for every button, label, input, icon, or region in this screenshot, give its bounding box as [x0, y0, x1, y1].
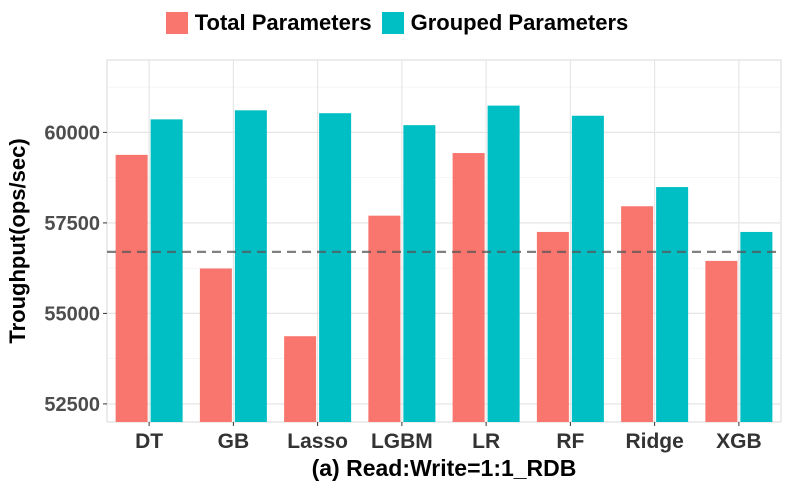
- bar-grouped-rf: [571, 115, 604, 423]
- bar-total-ridge: [621, 206, 654, 422]
- x-tick-label: GB: [218, 430, 250, 453]
- y-axis-ticks: 52500 55000 57500 60000: [44, 122, 107, 416]
- bar-grouped-lgbm: [403, 125, 436, 422]
- bar-total-lasso: [284, 336, 317, 422]
- x-tick-label: Lasso: [287, 430, 348, 453]
- bar-grouped-gb: [234, 110, 267, 423]
- y-tick-label: 52500: [44, 394, 100, 416]
- legend-swatch-grouped: [381, 12, 404, 34]
- x-tick-label: LGBM: [371, 430, 433, 453]
- legend-item-grouped: Grouped Parameters: [381, 10, 629, 36]
- bars: [115, 105, 773, 423]
- x-axis-ticks: DT GB Lasso LGBM LR RF Ridge XGB: [135, 422, 762, 453]
- y-tick-label: 55000: [44, 303, 100, 325]
- legend-item-total: Total Parameters: [165, 10, 372, 36]
- x-tick-label: XGB: [716, 430, 762, 453]
- bar-grouped-xgb: [740, 231, 773, 422]
- bar-total-lgbm: [368, 215, 401, 422]
- legend-label-total: Total Parameters: [194, 10, 372, 35]
- bar-grouped-lr: [487, 105, 520, 422]
- x-tick-label: LR: [472, 430, 500, 453]
- bar-total-rf: [536, 231, 569, 422]
- bar-total-lr: [452, 153, 485, 422]
- legend-swatch-total: [165, 12, 188, 34]
- x-tick-label: DT: [135, 430, 163, 453]
- y-tick-label: 57500: [44, 213, 100, 235]
- bar-total-dt: [115, 154, 148, 422]
- bar-grouped-lasso: [319, 113, 352, 423]
- x-tick-label: Ridge: [625, 430, 683, 453]
- y-tick-label: 60000: [44, 122, 100, 144]
- bar-grouped-dt: [150, 119, 183, 423]
- legend-label-grouped: Grouped Parameters: [410, 10, 629, 35]
- x-tick-label: RF: [556, 430, 584, 453]
- bar-total-xgb: [705, 260, 738, 422]
- y-axis-title: Troughput(ops/sec): [5, 138, 30, 343]
- bar-total-gb: [199, 268, 232, 422]
- bar-grouped-ridge: [656, 187, 689, 422]
- x-axis-title: (a) Read:Write=1:1_RDB: [312, 455, 577, 481]
- legend: Total Parameters Grouped Parameters: [0, 10, 794, 36]
